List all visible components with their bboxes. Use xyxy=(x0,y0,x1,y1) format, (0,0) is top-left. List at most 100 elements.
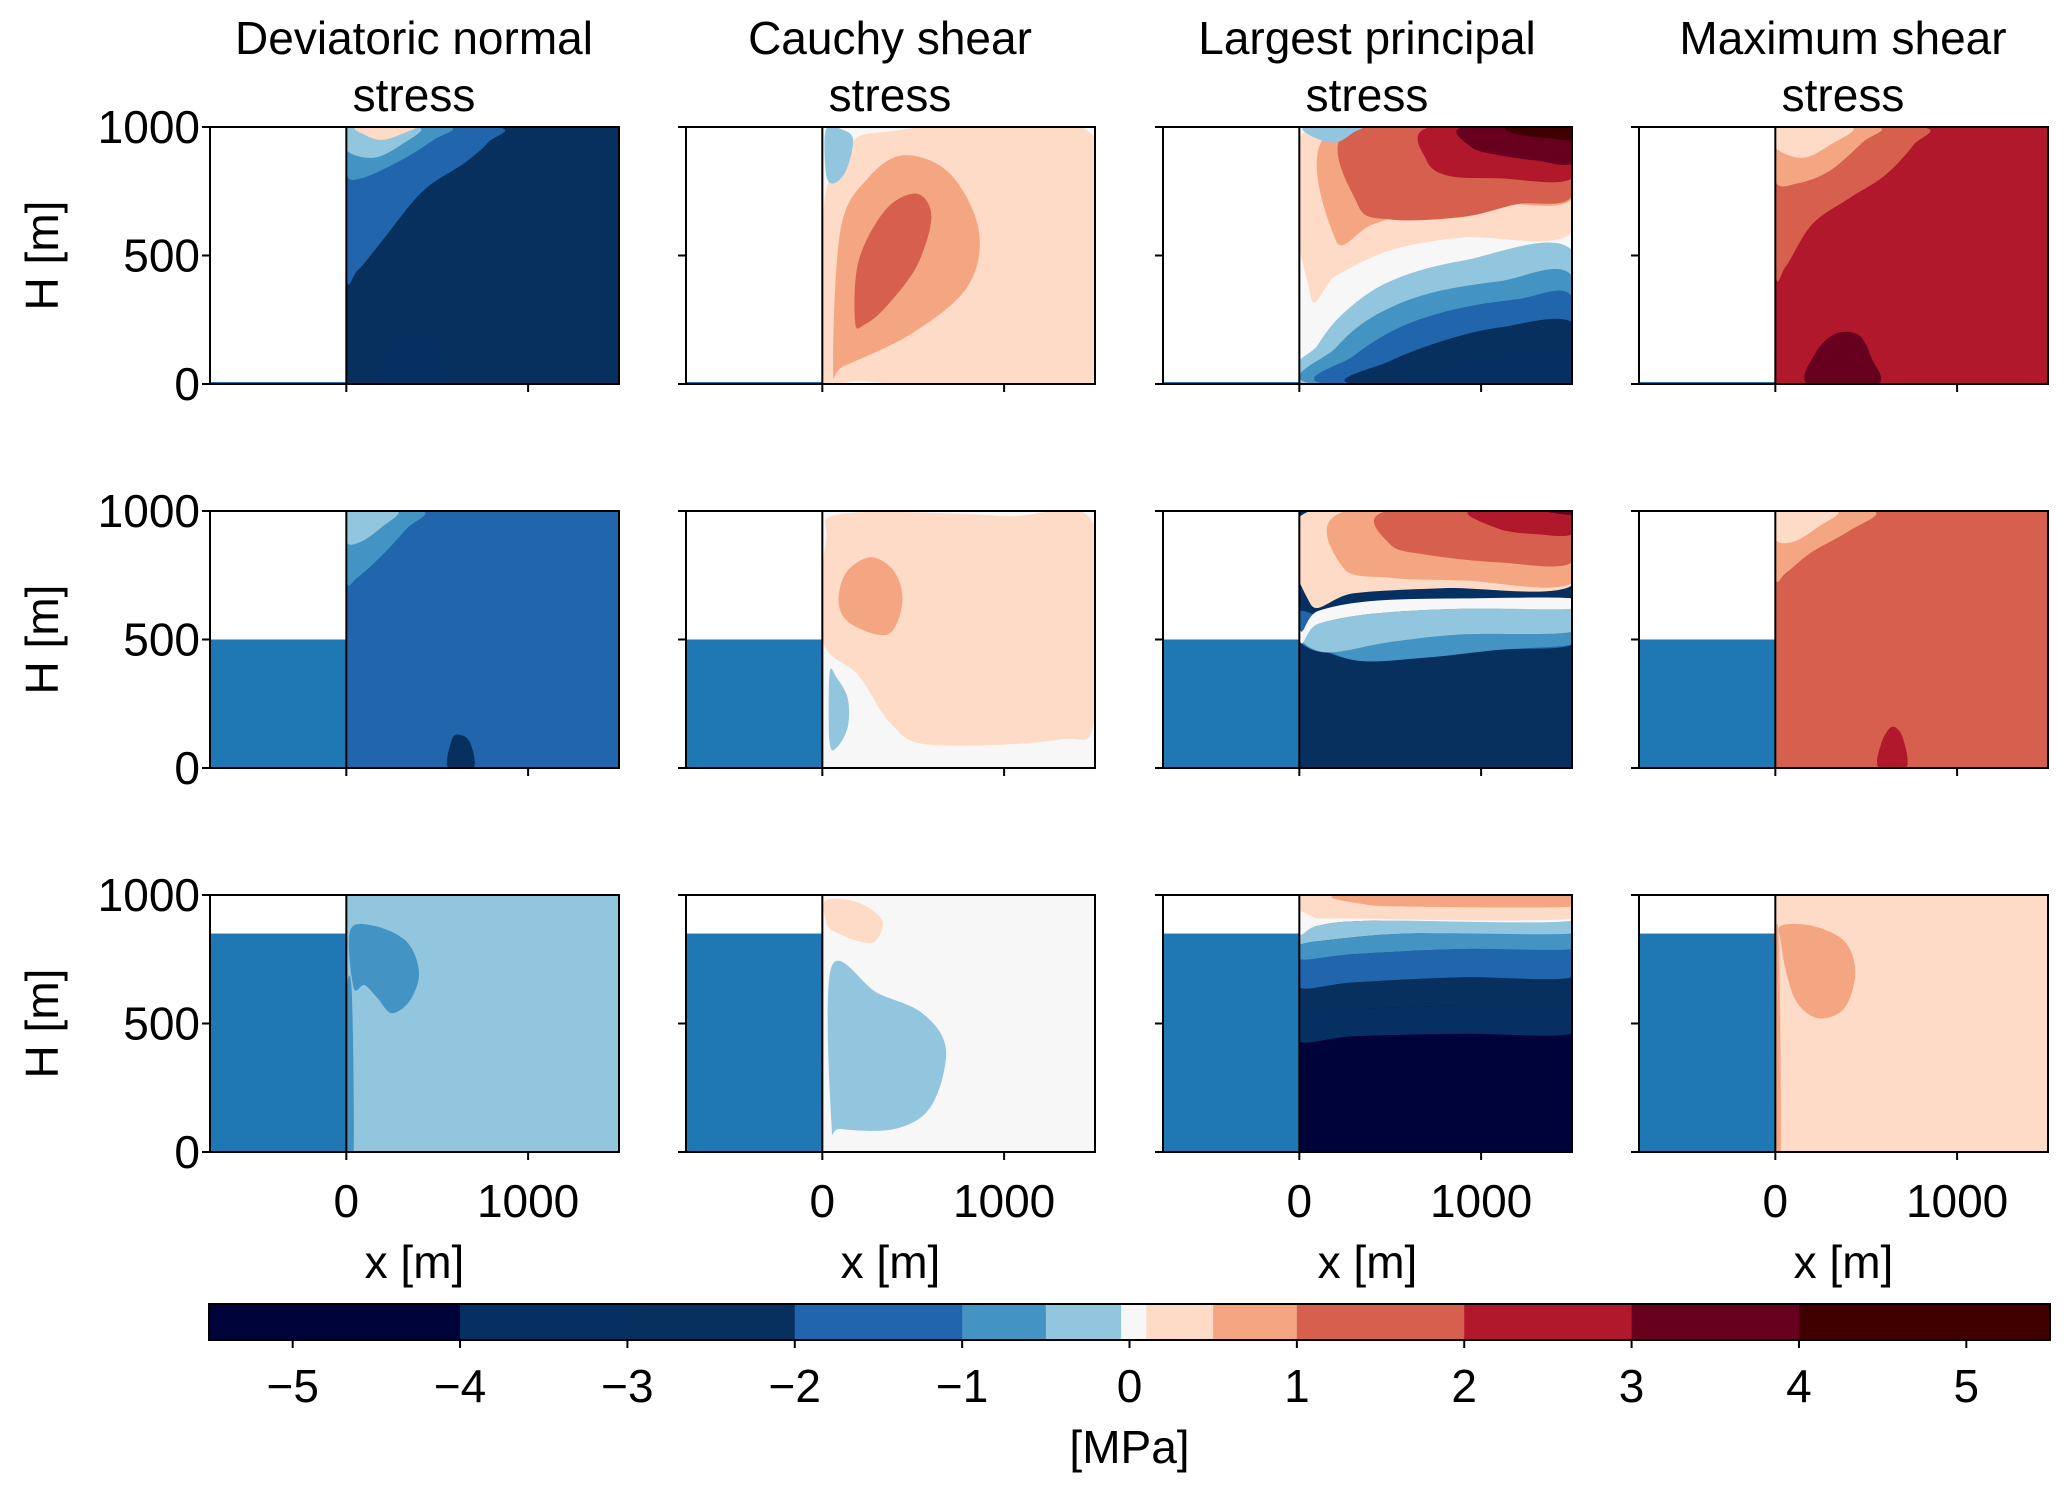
water-column xyxy=(1163,933,1300,1152)
colorbar-band xyxy=(627,1304,796,1340)
contour-field xyxy=(1775,511,2048,768)
colorbar: −5 −4 −3 −2 −1 0 1 2 3 4 5 [MPa] xyxy=(208,1303,2051,1473)
colorbar-band xyxy=(1121,1304,1147,1340)
colorbar-band xyxy=(1045,1304,1122,1340)
colorbar-band xyxy=(1464,1304,1633,1340)
water-column xyxy=(686,933,823,1152)
panel-maximum-shear-500m xyxy=(1631,510,2049,776)
colorbar-tick-label: 2 xyxy=(1451,1360,1477,1412)
y-tick-label: 0 xyxy=(174,1126,200,1178)
water-column xyxy=(210,933,347,1152)
colorbar-tick-label: 0 xyxy=(1117,1360,1143,1412)
x-tick-label: 1000 xyxy=(477,1175,579,1227)
y-tick-label: 0 xyxy=(174,358,200,410)
contour-region-level-8 xyxy=(1331,895,1573,908)
contour-region-level-1 xyxy=(1399,349,1573,384)
column-titles: Deviatoric normal stress Cauchy shear st… xyxy=(235,12,2007,121)
water-column xyxy=(686,639,823,768)
contour-region-level-8 xyxy=(1775,923,1781,1152)
contour-region-level-4 xyxy=(348,923,420,1014)
colorbar-band xyxy=(794,1304,963,1340)
contour-field xyxy=(1299,127,1573,384)
x-tick-label: 0 xyxy=(1287,1175,1313,1227)
y-tick-label: 500 xyxy=(123,614,200,666)
title-col-0-line-1: Deviatoric normal xyxy=(235,12,593,64)
x-tick-label: 1000 xyxy=(1906,1175,2008,1227)
title-col-1-line-2: stress xyxy=(829,69,952,121)
contour-region-level-9 xyxy=(854,193,932,329)
contour-region-level-4 xyxy=(1299,631,1573,662)
contour-region-level-10 xyxy=(1877,726,1908,768)
colorbar-band xyxy=(1213,1304,1298,1340)
contour-field xyxy=(1775,127,2048,384)
y-tick-label: 0 xyxy=(174,742,200,794)
contour-field xyxy=(1775,895,2048,1152)
panel-largest-principal-dry xyxy=(1155,126,1573,392)
colorbar-tick-label: 1 xyxy=(1284,1360,1310,1412)
contour-region-level-5 xyxy=(1302,127,1363,143)
y-tick-label: 1000 xyxy=(98,869,200,921)
colorbar-tick-label: −5 xyxy=(266,1360,318,1412)
colorbar-band xyxy=(460,1304,628,1340)
contour-region-level-5 xyxy=(828,668,850,751)
y-tick-label: 1000 xyxy=(98,485,200,537)
contour-region-level-7 xyxy=(354,127,416,140)
colorbar-label: [MPa] xyxy=(1069,1421,1189,1473)
colorbar-band xyxy=(209,1304,461,1340)
y-tick-label: 500 xyxy=(123,998,200,1050)
water-column xyxy=(1639,639,1776,768)
panel-deviatoric-normal-500m: 0 500 1000 H [m] xyxy=(16,485,620,794)
title-col-3-line-1: Maximum shear xyxy=(1679,12,2006,64)
colorbar-tick-label: −1 xyxy=(936,1360,988,1412)
contour-field xyxy=(346,127,619,384)
contour-field xyxy=(346,895,619,1152)
contour-field xyxy=(822,511,1095,768)
panel-deviatoric-normal-dry: 0 500 1000 H [m] xyxy=(16,101,620,410)
contour-region-level-7 xyxy=(1775,511,1839,544)
contour-region-level-6 xyxy=(1299,597,1573,644)
colorbar-tick-label: 3 xyxy=(1619,1360,1645,1412)
contour-field xyxy=(1299,895,1573,1152)
contour-background xyxy=(346,511,619,768)
title-col-2-line-1: Largest principal xyxy=(1198,12,1536,64)
contour-field xyxy=(346,511,619,768)
contour-region-level-1 xyxy=(1299,1003,1573,1043)
x-tick-label: 0 xyxy=(1763,1175,1789,1227)
y-axis-label: H [m] xyxy=(16,201,68,311)
contour-region-level-5 xyxy=(1299,919,1573,945)
x-axis-label: x [m] xyxy=(1794,1236,1894,1288)
x-axis-label: x [m] xyxy=(1318,1236,1418,1288)
x-tick-label: 1000 xyxy=(1430,1175,1532,1227)
water-column xyxy=(1163,639,1300,768)
x-axis-label: x [m] xyxy=(365,1236,465,1288)
contour-field xyxy=(822,895,1095,1152)
y-axis-label: H [m] xyxy=(16,585,68,695)
contour-field xyxy=(1299,511,1573,768)
colorbar-band xyxy=(1798,1304,2051,1340)
y-tick-label: 500 xyxy=(123,230,200,282)
contour-region-level-1 xyxy=(375,332,453,384)
contour-region-level-12 xyxy=(1504,127,1573,141)
x-tick-label: 1000 xyxy=(953,1175,1055,1227)
contour-region-level-7 xyxy=(1775,127,1854,158)
contour-field xyxy=(822,127,1095,384)
title-col-3-line-2: stress xyxy=(1782,69,1905,121)
title-col-0-line-2: stress xyxy=(353,69,476,121)
contour-region-level-8 xyxy=(1778,923,1856,1019)
title-col-1-line-1: Cauchy shear xyxy=(748,12,1032,64)
panel-grid: 0 500 1000 H [m] 0 500 1000 H [m] 0 500 1000 0 1000 H… xyxy=(16,101,2049,1288)
contour-region-level-4 xyxy=(346,975,354,1152)
colorbar-tick-label: −4 xyxy=(434,1360,486,1412)
y-tick-label: 1000 xyxy=(98,101,200,153)
colorbar-band xyxy=(962,1304,1047,1340)
contour-region-level-5 xyxy=(827,960,947,1136)
contour-region-level-3 xyxy=(1299,946,1573,989)
panel-maximum-shear-dry xyxy=(1631,126,2049,392)
contour-region-level-10 xyxy=(1467,511,1573,537)
x-tick-label: 0 xyxy=(334,1175,360,1227)
title-col-2-line-2: stress xyxy=(1306,69,1429,121)
colorbar-tick-label: −2 xyxy=(769,1360,821,1412)
